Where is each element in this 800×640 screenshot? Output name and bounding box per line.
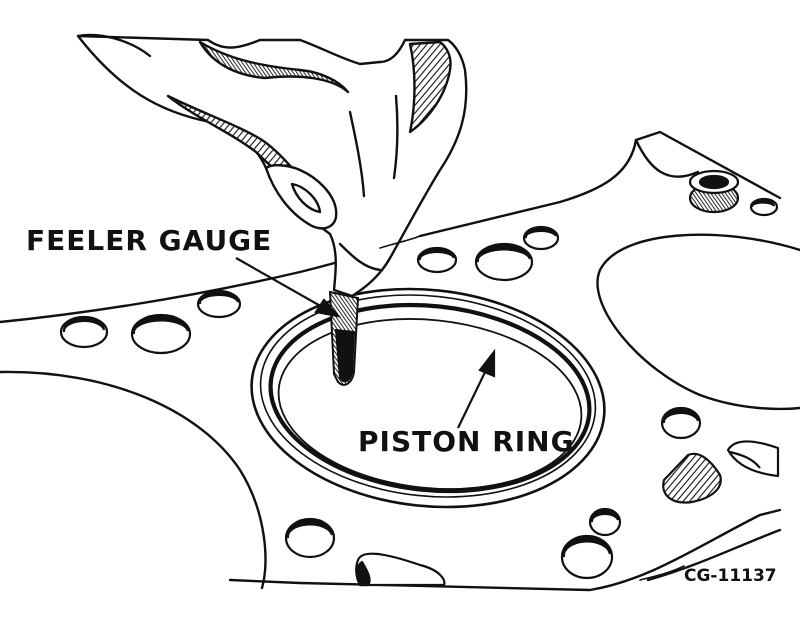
coolant-slot xyxy=(662,452,722,504)
gasket-notch xyxy=(634,138,700,178)
callout-arrows xyxy=(235,257,496,429)
bolt-hole xyxy=(59,315,109,349)
finger-crease xyxy=(392,94,399,180)
hand xyxy=(76,33,468,298)
bolt-hole xyxy=(284,517,336,559)
knuckle-shading xyxy=(198,40,350,94)
bore-chamfer xyxy=(259,294,597,498)
bolt-hole xyxy=(196,289,242,319)
gasket-detail-lines xyxy=(379,235,685,581)
piston-ring-leader xyxy=(457,365,489,429)
bolt-hole xyxy=(474,242,534,282)
dowel-sleeve xyxy=(688,169,740,214)
bolt-hole xyxy=(660,406,702,440)
piston-ring-label: PISTON RING xyxy=(358,425,575,458)
finger-shading xyxy=(408,40,452,134)
piston-ring-gap-line xyxy=(268,302,592,494)
water-passages xyxy=(355,440,780,587)
bolt-hole xyxy=(749,197,779,217)
gasket-left-bore-arc xyxy=(0,370,267,590)
fingertip xyxy=(338,242,382,272)
cylinder-bore xyxy=(250,287,606,509)
bolt-hole xyxy=(416,246,458,274)
coolant-slot xyxy=(726,440,780,478)
bolt-hole xyxy=(588,507,622,537)
feeler-gauge-blade xyxy=(328,290,360,386)
figure-id-label: CG-11137 xyxy=(684,566,777,586)
thumbnail xyxy=(290,182,322,214)
gasket-right-bore-arc xyxy=(596,233,800,411)
finger-crease xyxy=(348,110,366,198)
bore-outer-wall xyxy=(250,287,606,509)
gasket-edge-right xyxy=(646,528,782,582)
cuff xyxy=(76,33,152,58)
gasket-edge-bottom xyxy=(228,508,782,592)
coolant-slot-edge xyxy=(729,450,761,469)
bolt-hole xyxy=(130,313,192,355)
gasket-holes xyxy=(59,197,779,580)
piston-ring-arrowhead xyxy=(478,348,496,378)
feeler-gauge-label: FEELER GAUGE xyxy=(26,224,273,257)
bore-inner-wall xyxy=(277,318,583,490)
bolt-hole xyxy=(560,534,614,580)
bolt-hole xyxy=(522,225,560,251)
feeler-gauge-arrowhead xyxy=(314,298,341,318)
feeler-gauge-leader xyxy=(235,257,325,309)
